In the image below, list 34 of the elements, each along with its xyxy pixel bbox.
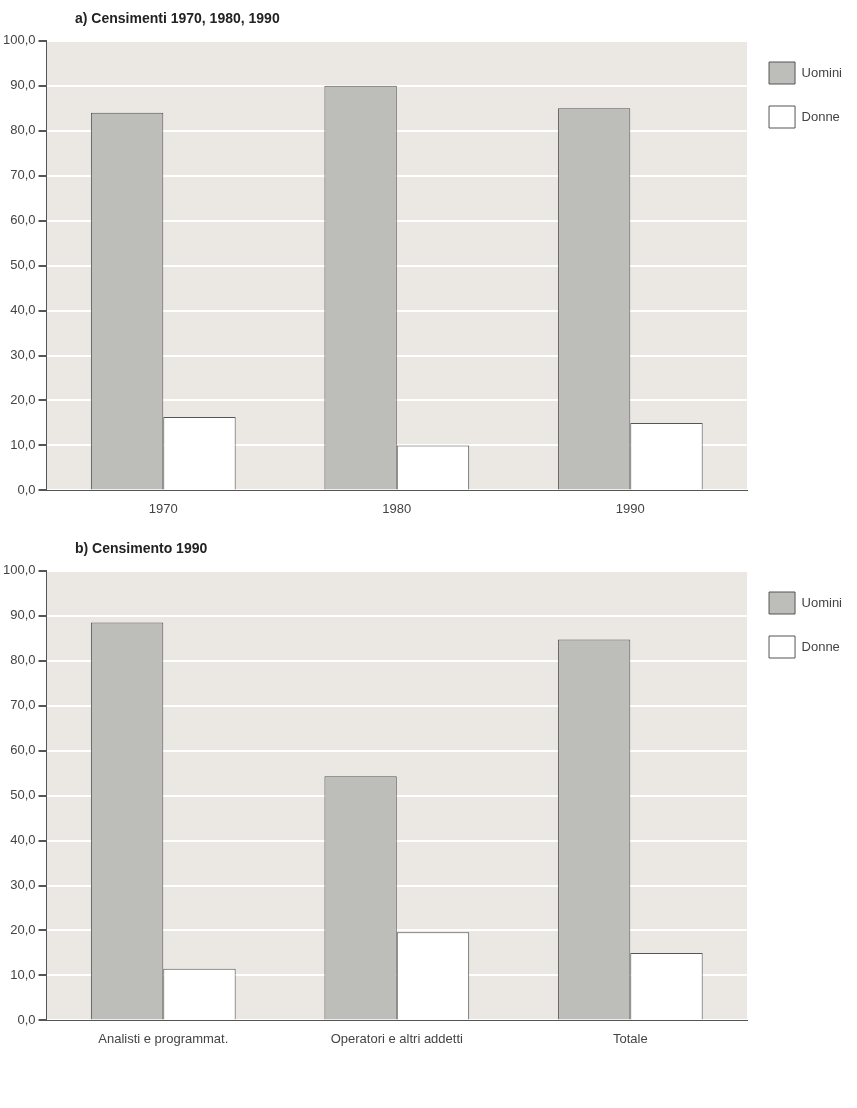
y-tick-label: 10,0 <box>10 437 36 453</box>
y-tick-label: 50,0 <box>10 787 36 803</box>
legend-label: Uomini <box>801 64 843 80</box>
y-tick-label: 100,0 <box>2 32 36 48</box>
y-tick-label: 80,0 <box>10 652 36 668</box>
y-tick-label: 80,0 <box>10 122 36 138</box>
y-tick-label: 90,0 <box>10 607 36 623</box>
x-tick-label: 1970 <box>148 500 178 516</box>
chart-title: b) Censimento 1990 <box>75 540 208 556</box>
y-tick-label: 0,0 <box>17 481 36 497</box>
y-tick-label: 40,0 <box>10 832 36 848</box>
legend-label: Donne <box>801 108 840 124</box>
y-tick-label: 20,0 <box>10 392 36 408</box>
y-tick-label: 30,0 <box>10 347 36 363</box>
x-tick-label: 1990 <box>615 500 645 516</box>
y-tick-label: 10,0 <box>10 967 36 983</box>
legend-label: Donne <box>801 638 840 654</box>
y-tick-label: 20,0 <box>10 922 36 938</box>
x-tick-label: Totale <box>612 1030 648 1046</box>
y-tick-label: 40,0 <box>10 302 36 318</box>
x-tick-label: Analisti e programmat. <box>98 1030 229 1046</box>
y-tick-label: 60,0 <box>10 742 36 758</box>
y-tick-label: 0,0 <box>17 1011 36 1027</box>
y-tick-label: 50,0 <box>10 257 36 273</box>
chart-title: a) Censimenti 1970, 1980, 1990 <box>75 10 280 26</box>
y-tick-label: 90,0 <box>10 77 36 93</box>
y-tick-label: 100,0 <box>2 562 36 578</box>
y-tick-label: 70,0 <box>10 167 36 183</box>
y-tick-label: 60,0 <box>10 212 36 228</box>
x-tick-label: 1980 <box>382 500 412 516</box>
x-tick-label: Operatori e altri addetti <box>330 1030 464 1046</box>
y-tick-label: 30,0 <box>10 877 36 893</box>
y-tick-label: 70,0 <box>10 697 36 713</box>
legend-label: Uomini <box>801 594 843 610</box>
